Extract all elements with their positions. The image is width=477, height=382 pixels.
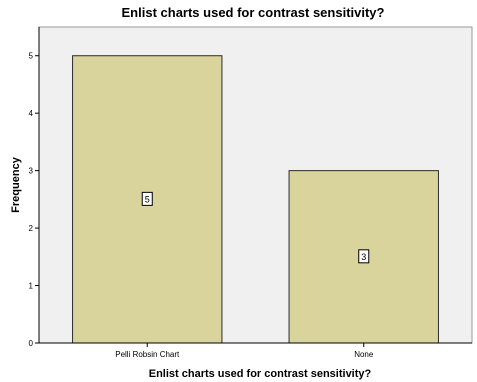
- chart-title: Enlist charts used for contrast sensitiv…: [122, 5, 385, 20]
- y-axis: 0 1 2 3 4 5: [29, 27, 40, 348]
- y-tick-label: 2: [29, 224, 34, 233]
- y-tick-label: 1: [29, 282, 34, 291]
- x-axis: Pelli Robsin Chart None: [39, 342, 472, 359]
- x-tick-label: Pelli Robsin Chart: [115, 350, 180, 359]
- y-axis-label: Frequency: [10, 156, 22, 213]
- y-tick-label: 3: [29, 167, 34, 176]
- data-label-box: [141, 191, 153, 206]
- y-tick-label: 4: [29, 109, 34, 118]
- data-label-box: [358, 249, 370, 264]
- bars: 53: [72, 55, 439, 344]
- data-label: 5: [145, 194, 150, 204]
- x-axis-label: Enlist charts used for contrast sensitiv…: [149, 368, 372, 380]
- x-tick-label: None: [354, 350, 374, 359]
- y-tick-label: 0: [29, 339, 34, 348]
- data-label: 3: [361, 252, 366, 262]
- y-tick-label: 5: [29, 52, 34, 61]
